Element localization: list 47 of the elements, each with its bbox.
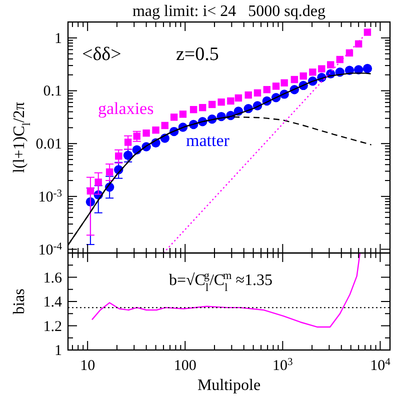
series-label: galaxies: [98, 99, 154, 118]
point: [152, 126, 160, 134]
x-tick-label: 10$^{3}$: [272, 356, 293, 374]
point: [272, 82, 280, 90]
point: [244, 91, 252, 99]
point: [290, 76, 298, 84]
point: [362, 64, 372, 74]
point: [170, 114, 178, 121]
series-label: matter: [186, 131, 230, 150]
point: [133, 132, 140, 140]
annotation: <δδ>: [82, 44, 122, 65]
annotation: b=√C$_{l}$$^{g}$/C$_{l}$$^{m}$ ≈1.35: [169, 270, 272, 294]
point: [263, 86, 270, 94]
x-tick-label: 10: [80, 358, 96, 374]
point: [326, 61, 334, 68]
y-axis-title: bias: [11, 288, 28, 314]
y-tick-label: 10$^{-4}$: [38, 240, 63, 258]
point: [198, 104, 206, 112]
annotation: z=0.5: [176, 44, 219, 65]
point: [309, 68, 316, 76]
point: [300, 72, 307, 80]
point: [318, 65, 326, 72]
point: [208, 100, 216, 108]
point: [142, 129, 150, 137]
y-tick-label: 1.6: [43, 270, 62, 286]
point: [364, 28, 372, 36]
x-tick-label: 100: [174, 358, 196, 374]
point: [218, 98, 225, 106]
point: [161, 122, 168, 130]
chart-title: mag limit: i< 24 5000 sq.deg: [132, 3, 326, 20]
y-tick-label: 1.4: [43, 294, 62, 310]
y-tick-label: 0.1: [43, 84, 62, 100]
point: [234, 94, 242, 102]
y-tick-label: 1: [54, 30, 62, 47]
y-tick-label: 0.01: [36, 136, 62, 153]
point: [179, 110, 187, 118]
x-axis-title: Multipole: [197, 377, 261, 394]
point: [254, 89, 262, 97]
point: [124, 138, 132, 146]
y-tick-label: 10$^{-3}$: [38, 188, 62, 206]
y-tick-label: 1: [54, 343, 62, 359]
point: [115, 152, 122, 160]
point: [227, 97, 234, 105]
point: [280, 79, 288, 86]
y-tick-label: 1.2: [43, 318, 62, 335]
x-tick-label: 10$^{4}$: [370, 356, 392, 374]
point: [190, 106, 198, 114]
